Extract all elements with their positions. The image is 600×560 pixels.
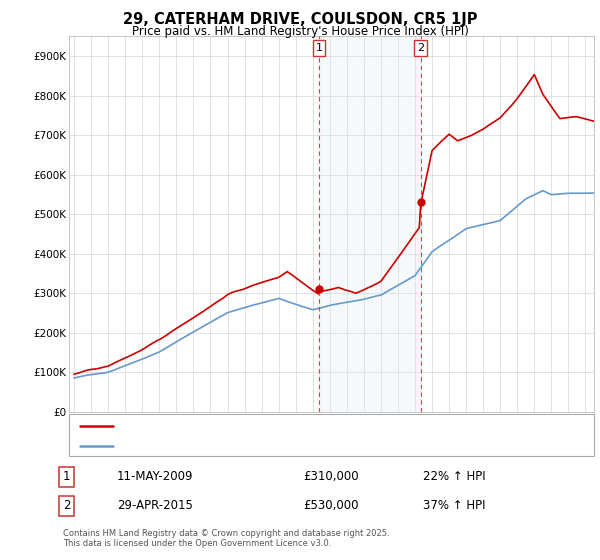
- Text: Price paid vs. HM Land Registry's House Price Index (HPI): Price paid vs. HM Land Registry's House …: [131, 25, 469, 38]
- Text: 11-MAY-2009: 11-MAY-2009: [117, 470, 193, 483]
- Text: 29, CATERHAM DRIVE, COULSDON, CR5 1JP: 29, CATERHAM DRIVE, COULSDON, CR5 1JP: [123, 12, 477, 27]
- Text: £530,000: £530,000: [303, 499, 359, 512]
- Text: HPI: Average price, semi-detached house, Croydon: HPI: Average price, semi-detached house,…: [118, 441, 383, 451]
- Text: Contains HM Land Registry data © Crown copyright and database right 2025.
This d: Contains HM Land Registry data © Crown c…: [63, 529, 389, 548]
- Text: 37% ↑ HPI: 37% ↑ HPI: [423, 499, 485, 512]
- Text: 22% ↑ HPI: 22% ↑ HPI: [423, 470, 485, 483]
- Bar: [319, 36, 421, 412]
- Text: 29, CATERHAM DRIVE, COULSDON, CR5 1JP (semi-detached house): 29, CATERHAM DRIVE, COULSDON, CR5 1JP (s…: [118, 421, 467, 431]
- Text: 2: 2: [63, 499, 71, 512]
- Text: 29-APR-2015: 29-APR-2015: [117, 499, 193, 512]
- Text: 1: 1: [63, 470, 71, 483]
- Text: £310,000: £310,000: [303, 470, 359, 483]
- Text: 1: 1: [316, 43, 322, 53]
- Text: 2: 2: [417, 43, 424, 53]
